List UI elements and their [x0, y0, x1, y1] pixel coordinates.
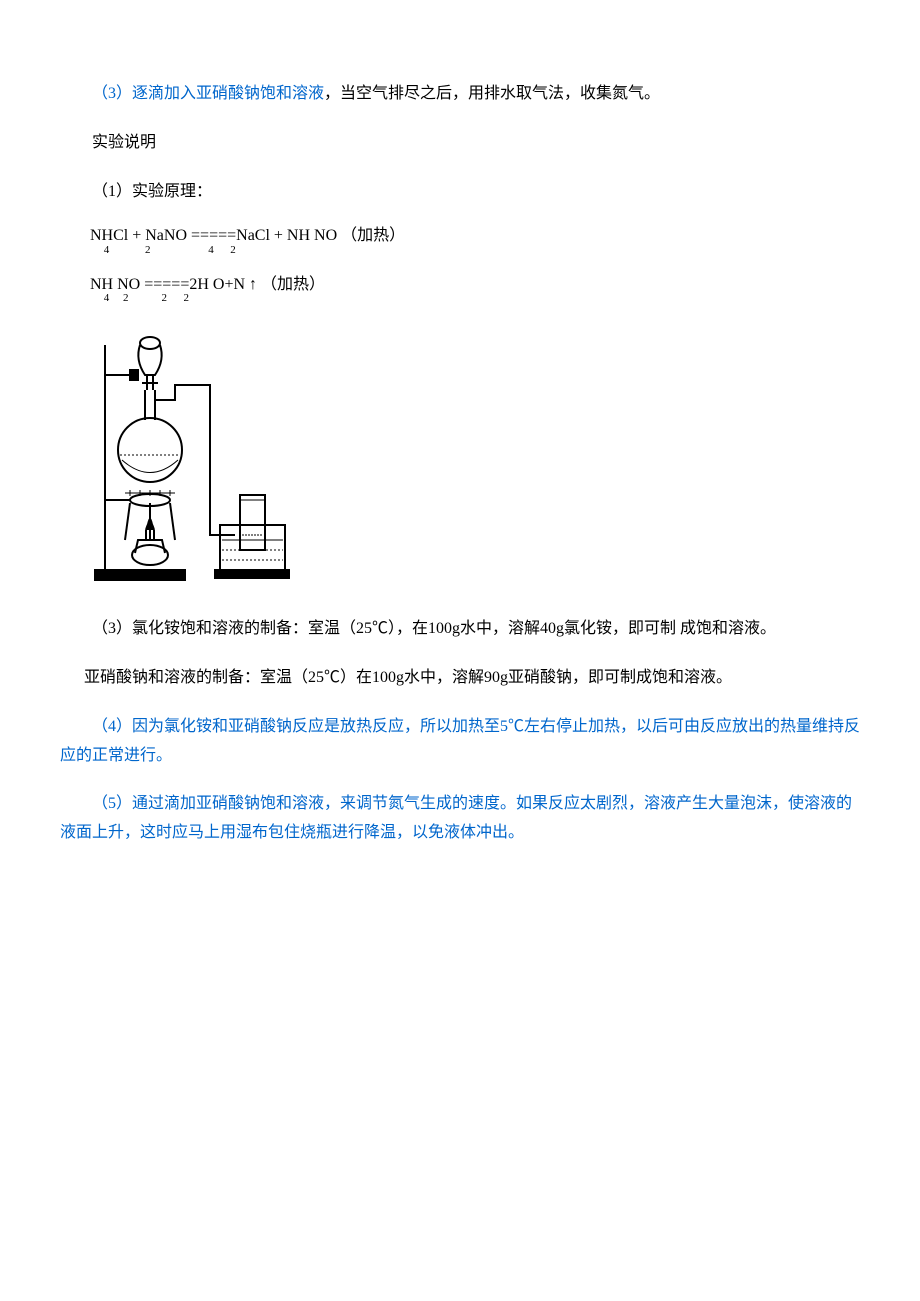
- text-blue-4: （4）因为氯化铵和亚硝酸钠反应是放热反应，所以加热至5℃左右停止加热，以后可由反…: [60, 718, 860, 764]
- paragraph-preparation-1: （3）氯化铵饱和溶液的制备：室温（25℃），在100g水中，溶解40g氯化铵，即…: [60, 615, 860, 644]
- paragraph-4-blue: （4）因为氯化铵和亚硝酸钠反应是放热反应，所以加热至5℃左右停止加热，以后可由反…: [60, 713, 860, 771]
- black-text-1: ，当空气排尽之后，用排水取气法，收集氮气。: [324, 85, 660, 102]
- text-explanation: 实验说明: [92, 134, 156, 151]
- text-prep-2: 亚硝酸钠和溶液的制备：室温（25℃）在100g水中，溶解90g亚硝酸钠，即可制成…: [84, 669, 732, 686]
- text-blue-5: （5）通过滴加亚硝酸钠饱和溶液，来调节氮气生成的速度。如果反应太剧烈，溶液产生大…: [60, 795, 852, 841]
- chemical-formula-2: NH NO =====2H O+N ↑ （加热） 4 2 2 2: [90, 275, 860, 305]
- text-prep-1: （3）氯化铵饱和溶液的制备：室温（25℃），在100g水中，溶解40g氯化铵，即…: [92, 620, 776, 637]
- chemistry-apparatus-diagram: [90, 325, 290, 585]
- chemical-formula-1: NHCl + NaNO =====NaCl + NH NO （加热） 4 2 4…: [90, 226, 860, 256]
- paragraph-3: （3）逐滴加入亚硝酸钠饱和溶液，当空气排尽之后，用排水取气法，收集氮气。: [60, 80, 860, 109]
- paragraph-explanation-title: 实验说明: [60, 129, 860, 158]
- paragraph-5-blue: （5）通过滴加亚硝酸钠饱和溶液，来调节氮气生成的速度。如果反应太剧烈，溶液产生大…: [60, 790, 860, 848]
- paragraph-preparation-2: 亚硝酸钠和溶液的制备：室温（25℃）在100g水中，溶解90g亚硝酸钠，即可制成…: [60, 664, 860, 693]
- formula-1-sub: 4 2 4 2: [90, 244, 860, 257]
- blue-text-1: （3）逐滴加入亚硝酸钠饱和溶液: [92, 85, 324, 102]
- apparatus-svg: [90, 325, 290, 585]
- text-principle: （1）实验原理：: [92, 183, 212, 200]
- paragraph-principle: （1）实验原理：: [60, 178, 860, 207]
